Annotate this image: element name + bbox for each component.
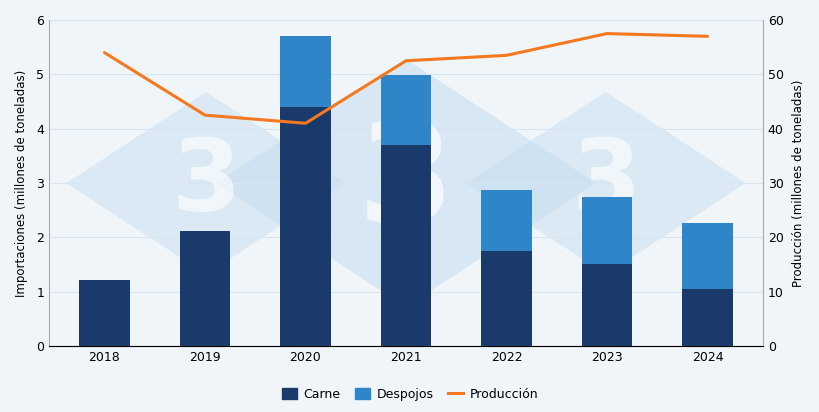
Line: Producción: Producción — [104, 34, 707, 123]
Bar — [481, 190, 531, 251]
Producción — [200, 112, 210, 117]
Bar — [179, 231, 230, 346]
Y-axis label: Importaciones (millones de toneladas): Importaciones (millones de toneladas) — [15, 70, 28, 297]
Producción — [601, 31, 611, 36]
Producción — [400, 59, 410, 63]
Text: 3: 3 — [357, 116, 454, 250]
Polygon shape — [465, 92, 744, 274]
Bar — [681, 289, 731, 346]
Polygon shape — [66, 92, 346, 274]
Bar — [280, 107, 330, 346]
Producción — [99, 50, 109, 55]
Legend: Carne, Despojos, Producción: Carne, Despojos, Producción — [277, 383, 542, 406]
Producción — [301, 121, 310, 126]
Text: 3: 3 — [171, 135, 241, 232]
Producción — [702, 34, 712, 39]
Bar — [280, 36, 330, 107]
Bar — [79, 280, 129, 346]
Bar — [380, 75, 431, 145]
Bar — [380, 145, 431, 346]
Polygon shape — [216, 59, 595, 307]
Y-axis label: Producción (millones de toneladas): Producción (millones de toneladas) — [791, 80, 804, 287]
Bar — [681, 223, 731, 289]
Producción — [501, 53, 511, 58]
Text: 3: 3 — [570, 135, 640, 232]
Bar — [581, 264, 631, 346]
Bar — [581, 197, 631, 264]
Bar — [481, 251, 531, 346]
